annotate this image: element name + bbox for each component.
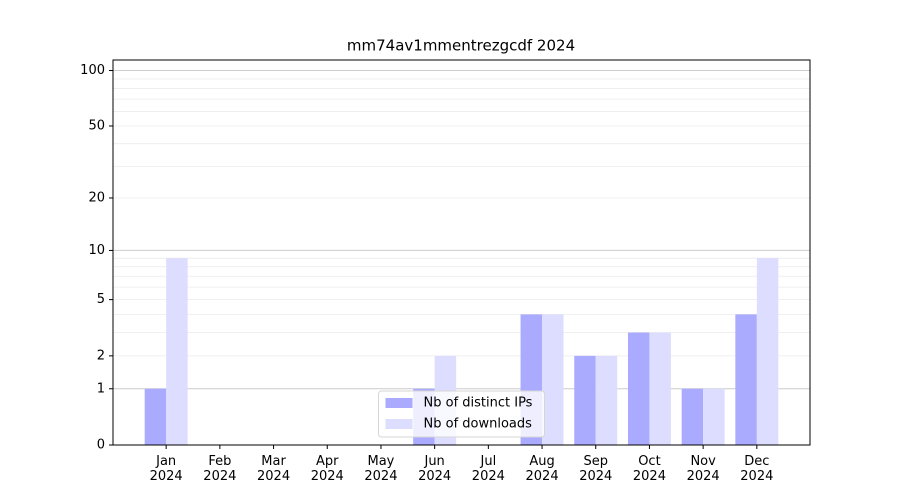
y-tick-label: 10: [88, 243, 105, 258]
chart-title: mm74av1mmentrezgcdf 2024: [347, 37, 575, 55]
legend-swatch: [385, 419, 413, 429]
y-tick-label: 20: [88, 190, 105, 205]
x-tick-label: Aug 2024: [526, 454, 559, 484]
x-tick-label: Sep 2024: [579, 454, 612, 484]
legend-label: Nb of distinct IPs: [424, 396, 533, 411]
y-tick-label: 100: [80, 63, 105, 78]
x-tick-label: May 2024: [364, 454, 397, 484]
x-tick-label: Dec 2024: [740, 454, 773, 484]
y-tick-label: 1: [97, 381, 105, 396]
legend-box: [378, 390, 545, 438]
bar: [649, 332, 671, 445]
legend-label: Nb of downloads: [424, 417, 533, 432]
x-tick-label: Feb 2024: [203, 454, 236, 484]
y-tick-label: 5: [97, 292, 105, 307]
y-tick-label: 0: [97, 438, 105, 453]
axes: 0 1 2 5 10 20 50 100 Jan 2024 Feb 2024 Mar 2024 Apr 202…: [80, 59, 811, 484]
x-tick-label: Apr 2024: [311, 454, 344, 484]
x-tick-label: Jun 2024: [418, 454, 451, 484]
bar: [144, 388, 167, 445]
bar: [166, 258, 188, 445]
x-tick-label: Nov 2024: [687, 454, 720, 484]
bar: [574, 355, 596, 445]
bar: [756, 258, 779, 445]
y-tick-label: 2: [97, 348, 105, 363]
x-tick-label: Mar 2024: [257, 454, 290, 484]
legend: Nb of distinct IPs Nb of downloads: [378, 390, 545, 438]
bar: [542, 314, 564, 445]
bar: [681, 388, 704, 445]
bar: [627, 332, 650, 445]
legend-swatch: [385, 398, 413, 408]
bar: [703, 388, 725, 445]
x-tick-label: Oct 2024: [633, 454, 666, 484]
x-tick-label: Jul 2024: [472, 454, 505, 484]
grid: [113, 70, 810, 390]
y-tick-label: 50: [88, 118, 105, 133]
bar: [735, 314, 757, 445]
plot-frame: [112, 59, 811, 446]
x-tick-label: Jan 2024: [150, 454, 183, 484]
bar: [595, 355, 618, 445]
